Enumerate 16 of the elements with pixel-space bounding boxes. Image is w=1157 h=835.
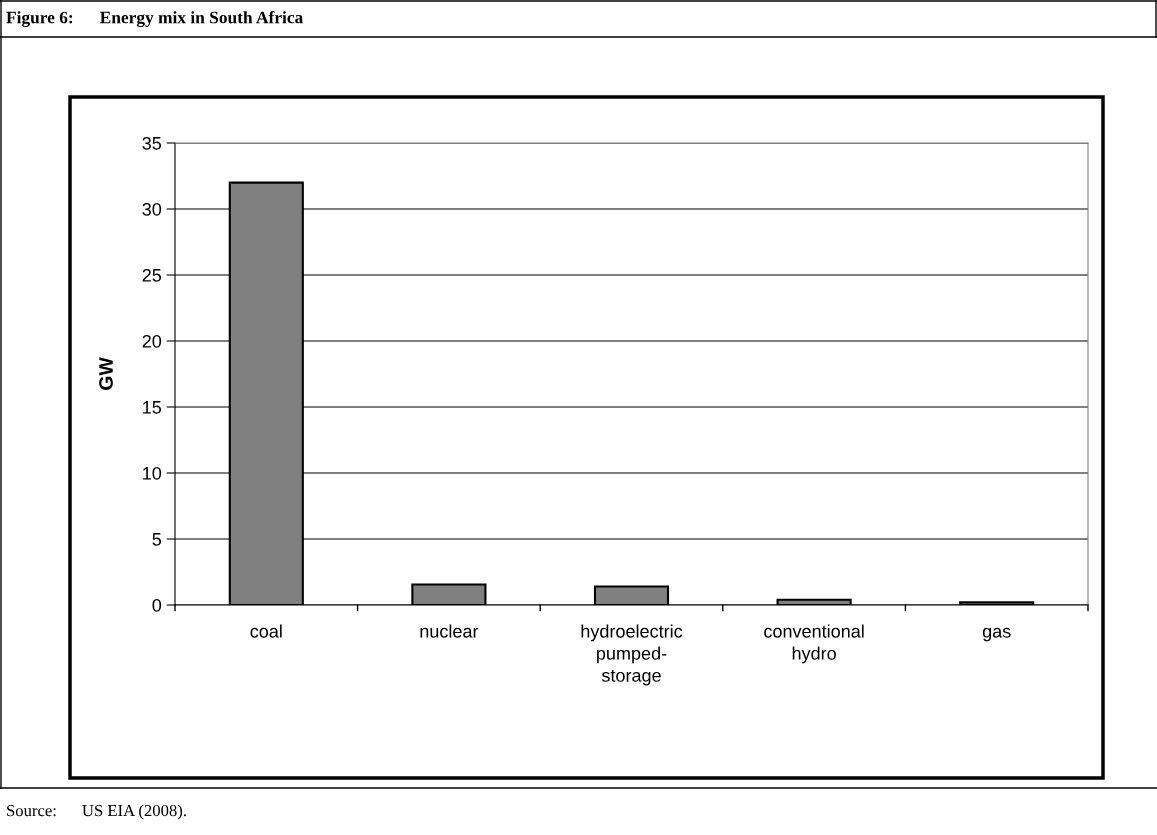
x-tick-label: hydroelectric pumped- storage: [581, 624, 683, 686]
y-tick-label: 20: [142, 334, 162, 348]
x-tick-label: gas: [982, 627, 1011, 642]
y-tick-label: 30: [142, 202, 162, 216]
y-tick-label: 0: [152, 598, 162, 612]
source-note: Source: US EIA (2008).: [7, 804, 186, 820]
x-tick-label: nuclear: [420, 624, 479, 638]
y-tick-label: 10: [143, 466, 162, 480]
y-tick-label: 25: [142, 268, 162, 282]
x-tick-label: coal: [250, 624, 282, 638]
y-tick-label: 5: [152, 533, 162, 546]
chart-title: Figure 6: Energy mix in South Africa: [6, 10, 303, 28]
x-tick-label: conventional hydro: [764, 624, 864, 664]
y-tick-label: 35: [142, 136, 162, 150]
y-tick-label: 15: [143, 401, 162, 414]
y-axis-title: GW: [99, 357, 113, 390]
